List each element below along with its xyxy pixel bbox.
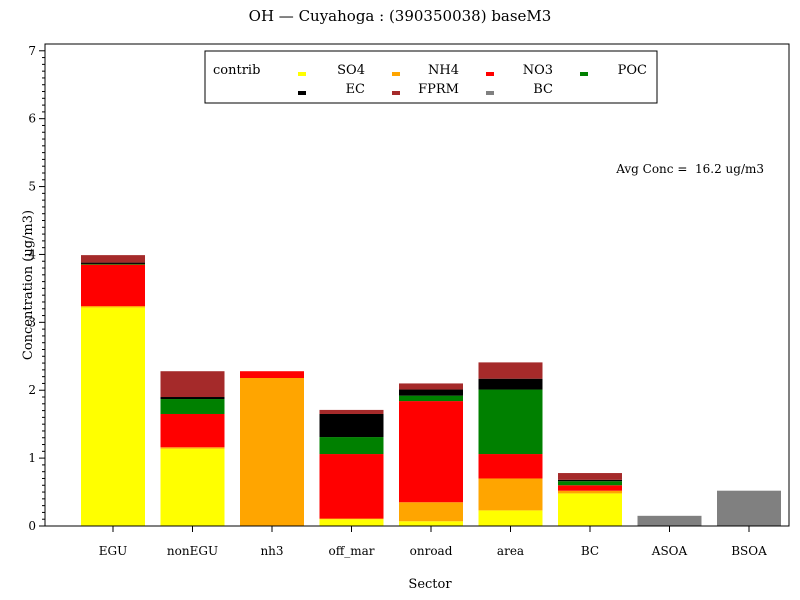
bar-segment-onroad-nh4 [399, 502, 463, 522]
bar-segment-EGU-no3 [81, 264, 145, 307]
legend-label-poc: POC [618, 63, 647, 78]
legend-label-nh4: NH4 [428, 63, 459, 78]
x-tick-label-ASOA: ASOA [651, 544, 688, 558]
y-tick-label: 2 [28, 383, 36, 397]
bar-segment-EGU-poc [81, 263, 145, 265]
bar-segment-off_mar-poc [319, 437, 384, 455]
plot-frame [44, 43, 790, 527]
bar-segment-nonEGU-fprm [160, 371, 225, 398]
bar-segment-BC-nh4 [558, 490, 622, 494]
x-tick-label-nh3: nh3 [260, 544, 283, 558]
bar-segment-area-ec [478, 378, 543, 390]
bar-segment-nonEGU-ec [160, 397, 225, 400]
bar-segment-nonEGU-no3 [160, 413, 225, 448]
y-tick-label: 4 [28, 247, 36, 261]
legend-swatch-nh4 [392, 72, 400, 76]
legend-swatch-ec [298, 91, 306, 95]
bar-segment-EGU-fprm [81, 255, 145, 263]
legend-swatch-poc [580, 72, 588, 76]
y-tick-label: 5 [28, 180, 36, 194]
x-tick-label-BC: BC [581, 544, 599, 558]
x-tick-label-nonEGU: nonEGU [167, 544, 218, 558]
y-tick-label: 3 [28, 315, 36, 329]
bar-segment-onroad-so4 [399, 521, 463, 526]
bar-segment-BC-no3 [558, 485, 622, 491]
bar-segment-nonEGU-so4 [160, 448, 225, 526]
bar-segment-BC-poc [558, 481, 622, 486]
x-axis-label: Sector [408, 577, 452, 592]
y-axis: 0 1 2 3 4 5 6 7 [28, 44, 45, 533]
bar-segment-ASOA-bc-bc [637, 515, 702, 526]
x-tick-label-onroad: onroad [410, 544, 453, 558]
y-tick-label: 6 [28, 112, 36, 126]
bar-segment-area-poc [478, 389, 543, 455]
bar-segment-nonEGU-poc [160, 399, 225, 414]
legend-label-so4: SO4 [337, 63, 365, 78]
y-tick-label: 1 [28, 451, 36, 465]
x-tick-label-EGU: EGU [99, 544, 127, 558]
bar-segment-off_mar-fprm [319, 409, 384, 414]
chart-title: OH — Cuyahoga : (390350038) baseM3 [249, 7, 552, 25]
bar-segment-off_mar-so4 [319, 519, 384, 526]
x-tick-label-area: area [497, 544, 524, 558]
bar-segment-nonEGU-nh4 [160, 447, 225, 449]
y-axis-label: Concentration (ug/m3) [21, 210, 36, 360]
avg-concentration-annotation: Avg Conc = 16.2 ug/m3 [615, 162, 764, 176]
bar-segment-area-nh4 [478, 478, 543, 511]
bar-segment-nh3-no3 [240, 371, 304, 379]
bar-segment-onroad-poc [399, 395, 463, 402]
legend-swatch-fprm [392, 91, 400, 95]
legend-title: contrib [213, 63, 260, 78]
bar-segment-BC-fprm [558, 473, 622, 480]
bar-segment-onroad-ec [399, 389, 463, 396]
bar-segment-BSOA-bc-bc [717, 490, 781, 526]
x-tick-label-off_mar: off_mar [328, 544, 374, 558]
y-tick-label: 0 [28, 519, 36, 533]
legend-items: SO4 NH4 NO3 POC EC FPRM BC [298, 63, 647, 97]
bar-segment-EGU-ec [81, 262, 145, 264]
x-axis: EGU nonEGU nh3 off_mar onroad area BC ASOA BSOA [99, 526, 767, 558]
legend-swatch-no3 [486, 72, 494, 76]
legend-swatch-so4 [298, 72, 306, 76]
bar-segment-onroad-fprm [399, 383, 463, 390]
bar-segment-EGU-nh4 [81, 306, 145, 308]
bars-layer [81, 255, 781, 526]
bar-segment-area-so4 [478, 510, 543, 526]
legend-label-ec: EC [346, 82, 365, 97]
y-tick-label: 7 [28, 44, 36, 58]
legend-label-bc: BC [533, 82, 553, 97]
legend-swatch-bc [486, 91, 494, 95]
bar-segment-EGU-so4 [81, 307, 145, 526]
bar-segment-off_mar-ec [319, 413, 384, 438]
legend: contrib SO4 NH4 NO3 POC EC FPRM BC [204, 50, 658, 104]
bar-segment-off_mar-no3 [319, 454, 384, 519]
legend-label-fprm: FPRM [418, 82, 459, 97]
legend-box [204, 50, 658, 104]
bar-segment-onroad-no3 [399, 401, 463, 503]
bar-segment-BC-ec [558, 479, 622, 482]
bar-segment-off_mar-nh4 [319, 518, 384, 520]
bar-segment-area-fprm [478, 362, 543, 379]
bar-segment-nh3-nh4 [240, 378, 304, 526]
legend-label-no3: NO3 [523, 63, 553, 78]
bar-segment-area-no3 [478, 454, 543, 479]
bar-segment-BC-so4 [558, 493, 622, 526]
x-tick-label-BSOA: BSOA [731, 544, 767, 558]
